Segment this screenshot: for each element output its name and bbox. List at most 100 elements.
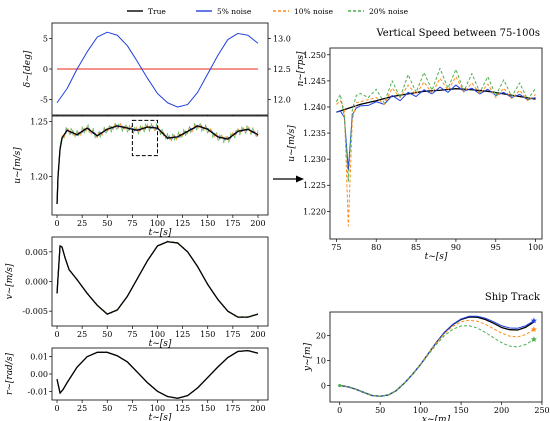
x-tick-label: 50 [102,330,112,339]
x-tick-label: 50 [375,406,385,415]
x-tick-label: 25 [77,330,87,339]
end-marker-star [530,317,537,324]
chart-title: Ship Track [485,292,541,303]
series-line-1 [56,31,259,108]
x-tick-label: 75 [127,219,137,228]
legend: True 5% noise 10% noise 20% noise [127,7,409,16]
y-tick-label: 20 [316,332,326,341]
x-tick-label: 95 [491,243,501,252]
x-tick-label: 125 [175,219,190,228]
y-tick-label: 0.00 [30,370,48,379]
panel-ship-track: 0 50 100 150 200 250 0 10 20 x~[m] y~[m] Ship Track [303,292,550,421]
series-line-3 [335,67,537,182]
series-group [339,315,535,397]
end-marker-star [530,336,537,343]
series-group [56,240,259,319]
x-tick-label: 150 [200,330,215,339]
x-tick-label: 100 [528,243,543,252]
true-line-top [56,241,259,318]
x-axis-label: x~[m] [422,415,451,421]
series-line-3 [339,325,535,397]
y-axis-right-label: n~[rps] [296,51,306,87]
true-line-top [56,125,259,205]
panel-r: 0 25 50 75 100 125 150 175 200 -0.01 0.00 0.01 t~[s]… [5,347,269,421]
x-tick-label: 75 [331,243,341,252]
x-tick-label: 150 [200,219,215,228]
x-tick-label: 100 [413,406,428,415]
x-tick-label: 250 [534,406,549,415]
x-axis-label: t~[s] [149,228,172,238]
x-tick-label: 50 [102,219,112,228]
y-axis-label: r~[rad/s] [5,353,15,395]
x-tick-label: 75 [127,404,137,413]
zoom-box [131,119,158,157]
y-tick-label: 0 [43,65,48,74]
x-tick-label: 200 [250,404,265,413]
series-group [335,67,537,227]
x-axis-label: t~[s] [149,413,172,421]
x-tick-label: 100 [150,219,165,228]
x-tick-label: 80 [371,243,381,252]
x-tick-label: 100 [150,330,165,339]
y-tick-label: 1.235 [303,129,326,138]
x-tick-label: 175 [225,330,240,339]
y-tick-label: 5 [43,34,48,43]
x-tick-label: 0 [54,330,59,339]
x-tick-label: 75 [127,330,137,339]
y-tick-label: 1.20 [30,173,48,182]
y-tick-label: 1.225 [303,181,326,190]
plot-frame [329,311,543,403]
y-tick-label: 0.000 [25,278,48,287]
y-axis-label: u~[m/s] [287,125,297,162]
x-tick-label: 0 [337,406,342,415]
y-axis-label: y~[m] [303,342,313,372]
y-tick-label: -5 [40,96,48,105]
y-tick-label: -0.01 [27,387,48,396]
series-line-0 [336,88,536,113]
series-line-2 [336,76,536,227]
y-tick-label: 10 [316,357,326,366]
x-tick-label: 125 [175,404,190,413]
plot-frame [51,236,269,327]
plot-frame [329,47,543,240]
start-marker [338,383,342,388]
y-tick-label: 1.220 [303,207,326,216]
legend-entry: 20% noise [369,7,409,16]
y-axis-label: δ~[deg] [23,50,33,87]
x-tick-label: 100 [150,404,165,413]
x-tick-label: 200 [250,219,265,228]
legend-entry: True [148,7,166,16]
panel-vertical-speed: 75 80 85 90 95 100 1.220 1.225 1.230 1.235 1.240 1.… [287,28,543,262]
x-tick-label: 0 [54,219,59,228]
x-tick-label: 25 [77,404,87,413]
x-tick-label: 150 [200,404,215,413]
x-tick-label: 90 [451,243,461,252]
chart-title: Vertical Speed between 75-100s [375,28,540,39]
series-line-2 [339,319,535,397]
panel-u: 0 25 50 75 100 125 150 175 200 1.20 1.25 t~[s] u~[m/… [13,115,269,238]
y-right-tick-label: 12.0 [273,96,291,105]
x-axis-label: t~[s] [425,252,448,262]
x-tick-label: 50 [102,404,112,413]
y-tick-label: 1.25 [30,118,48,127]
y-tick-label: 1.240 [303,103,326,112]
y-tick-label: -0.005 [22,307,48,316]
x-tick-label: 175 [225,219,240,228]
legend-entry: 10% noise [294,7,334,16]
true-line-top [56,350,259,399]
annotations [131,119,304,183]
panel-delta-n: 0255075100125150175200-50512.012.513.0n~… [23,22,306,138]
y-axis-label: u~[m/s] [13,147,23,184]
x-tick-label: 200 [494,406,509,415]
panel-v: 0 25 50 75 100 125 150 175 200 -0.005 0.000 0.005 t~… [5,236,269,349]
x-axis-label: t~[s] [149,339,172,349]
y-axis-label: v~[m/s] [5,263,15,299]
x-tick-label: 125 [175,330,190,339]
x-tick-label: 25 [77,219,87,228]
series-group [56,349,259,399]
y-tick-label: 0.005 [25,248,48,257]
y-tick-label: 0.01 [30,353,48,362]
y-tick-label: 1.250 [303,51,326,60]
x-tick-label: 175 [225,404,240,413]
